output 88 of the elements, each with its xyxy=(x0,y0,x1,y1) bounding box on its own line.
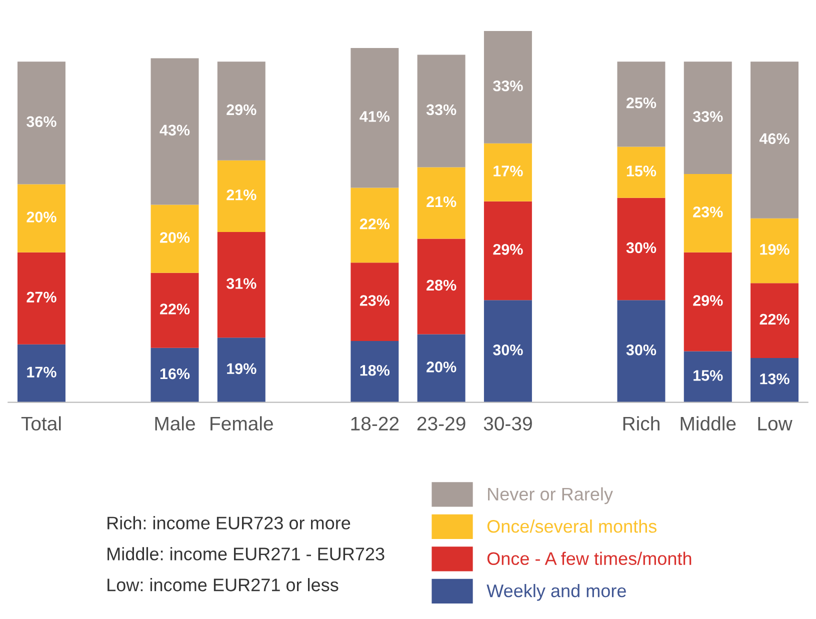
data-label: 20% xyxy=(426,362,456,372)
data-label: 27% xyxy=(26,292,56,302)
bar xyxy=(417,238,466,334)
data-label: 16% xyxy=(160,368,190,380)
data-label: 23% xyxy=(360,295,390,306)
data-label: 33% xyxy=(692,111,723,122)
data-label: 22% xyxy=(760,314,790,325)
x-tick-label: 18-22 xyxy=(351,416,399,431)
x-tick-label: Total xyxy=(21,416,61,431)
legend-label: Never or Rarely xyxy=(488,487,613,504)
data-label: 18% xyxy=(360,364,390,376)
data-label: 21% xyxy=(426,196,456,208)
x-tick-label: Middle xyxy=(680,416,736,431)
data-label: 46% xyxy=(759,133,790,144)
data-label: 33% xyxy=(426,104,456,116)
bar xyxy=(217,338,266,402)
bar xyxy=(684,62,732,174)
bar xyxy=(17,184,66,252)
bar xyxy=(350,48,399,188)
x-tick-label: Rich xyxy=(623,416,660,431)
data-label: 22% xyxy=(360,218,390,230)
data-label: 19% xyxy=(760,244,790,255)
bar xyxy=(484,30,532,144)
bar xyxy=(617,62,666,147)
bar xyxy=(17,344,66,402)
bar xyxy=(350,262,399,342)
x-tick-label: Male xyxy=(155,416,195,431)
bar xyxy=(150,272,199,348)
data-label: 19% xyxy=(227,363,256,374)
text: Rich: income EUR723 or more xyxy=(108,516,350,530)
bar xyxy=(150,348,199,402)
bar xyxy=(217,160,266,232)
bar xyxy=(684,351,732,402)
data-label: 36% xyxy=(26,116,56,128)
data-label: 30% xyxy=(626,344,656,356)
data-label: 25% xyxy=(626,97,656,108)
x-tick-label: Low xyxy=(758,416,792,431)
bar xyxy=(217,232,266,338)
bar xyxy=(617,300,666,402)
data-label: 33% xyxy=(493,80,523,92)
bar xyxy=(484,201,532,300)
bar xyxy=(150,58,199,205)
data-label: 29% xyxy=(493,244,523,255)
bar xyxy=(750,283,799,358)
data-label: 13% xyxy=(760,373,790,384)
data-label: 43% xyxy=(160,124,190,136)
data-label: 20% xyxy=(160,232,190,243)
data-label: 20% xyxy=(26,212,56,222)
data-label: 23% xyxy=(693,206,723,218)
bar xyxy=(684,174,732,252)
data-label: 30% xyxy=(493,344,523,356)
data-label: 21% xyxy=(226,189,256,200)
x-tick-label: 23-29 xyxy=(417,416,466,431)
bar xyxy=(750,62,799,218)
bar xyxy=(484,300,532,402)
legend-label: Weekly and more xyxy=(486,584,626,601)
legend-label: Once/several months xyxy=(487,520,657,533)
text: Middle: income EUR271 - EUR723 xyxy=(108,547,384,560)
bar xyxy=(617,146,666,198)
data-label: 22% xyxy=(160,304,190,314)
bar xyxy=(417,54,466,168)
x-tick-label: 30-39 xyxy=(484,416,532,431)
data-label: 29% xyxy=(693,295,723,306)
bar xyxy=(684,252,732,352)
data-label: 31% xyxy=(226,278,256,289)
bar xyxy=(17,62,66,184)
bar xyxy=(484,143,532,202)
bar xyxy=(17,252,66,344)
x-tick-label: Female xyxy=(210,416,273,431)
bar xyxy=(617,198,666,300)
data-label: 15% xyxy=(694,370,723,381)
legend-label: Once - A few times/month xyxy=(487,552,692,566)
data-label: 30% xyxy=(626,242,656,254)
data-label: 29% xyxy=(226,104,256,116)
bar xyxy=(750,358,799,402)
data-label: 17% xyxy=(494,166,523,176)
text: Low: income EUR271 or less xyxy=(108,578,338,592)
data-label: 17% xyxy=(27,366,56,378)
bar xyxy=(217,62,266,160)
bar xyxy=(150,204,199,273)
bar xyxy=(750,218,799,284)
bar xyxy=(417,334,466,402)
bar xyxy=(417,167,466,239)
data-label: 15% xyxy=(626,166,656,176)
bar xyxy=(350,341,399,402)
data-label: 28% xyxy=(426,280,456,291)
data-label: 41% xyxy=(360,111,390,122)
bar xyxy=(350,188,399,263)
